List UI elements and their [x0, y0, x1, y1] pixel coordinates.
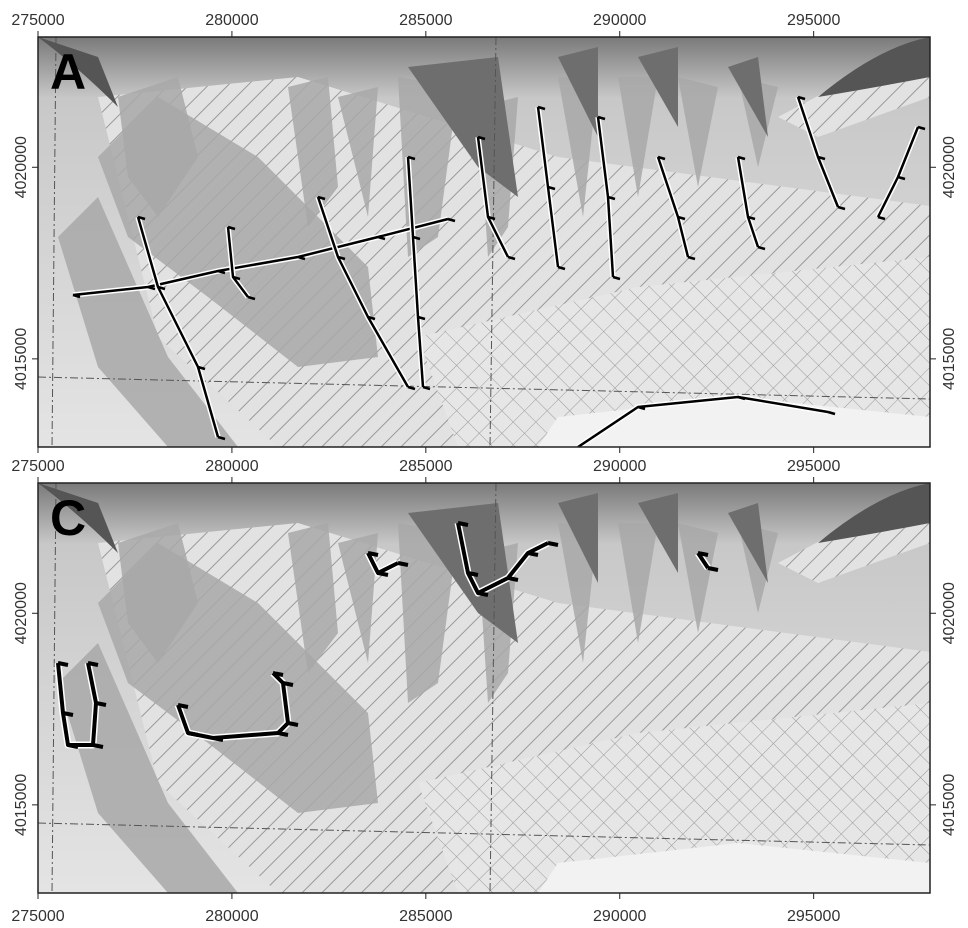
y-tick-label: 4015000 — [13, 774, 30, 836]
fault-tick — [213, 738, 223, 740]
fault-tick — [368, 553, 378, 555]
fault-tick — [508, 578, 518, 580]
map-content — [38, 37, 938, 449]
y-tick-label: 4020000 — [13, 136, 30, 198]
fault-tick — [468, 573, 478, 575]
map-panel: C 275000 275000 280000 280000 285000 285000 290… — [11, 458, 958, 925]
map-content — [38, 483, 938, 893]
fault-tick — [188, 733, 198, 735]
y-tick-label: 4015000 — [13, 328, 30, 390]
fault-tick — [178, 705, 188, 707]
fault-tick — [273, 673, 283, 675]
fault-tick — [63, 713, 73, 715]
y-tick-label: 4015000 — [941, 328, 958, 390]
fault-tick — [93, 745, 103, 747]
fault-tick — [68, 745, 78, 747]
x-tick-label: 285000 — [399, 458, 452, 475]
fault-tick — [283, 683, 293, 685]
x-tick-label: 280000 — [205, 12, 258, 29]
x-tick-label: 280000 — [205, 908, 258, 925]
fault-tick — [698, 553, 708, 555]
fault-tick — [278, 733, 288, 735]
fault-tick — [288, 723, 298, 725]
x-tick-label: 295000 — [787, 458, 840, 475]
y-tick-label: 4020000 — [941, 136, 958, 198]
fault-tick — [458, 523, 468, 525]
x-tick-label: 280000 — [205, 458, 258, 475]
y-tick-label: 4020000 — [941, 582, 958, 644]
fault-tick — [478, 593, 488, 595]
x-tick-label: 290000 — [593, 458, 646, 475]
fault-tick — [96, 703, 106, 705]
x-tick-label: 275000 — [11, 458, 64, 475]
x-tick-label: 275000 — [11, 908, 64, 925]
map-panel: A 275000 280000 285000 290000 295000 4015000 40… — [11, 12, 958, 453]
x-tick-label: 285000 — [399, 908, 452, 925]
y-tick-label: 4020000 — [13, 582, 30, 644]
fault-tick — [378, 573, 388, 575]
x-tick-label: 290000 — [593, 12, 646, 29]
panel-label: A — [50, 44, 86, 100]
y-tick-label: 4015000 — [941, 774, 958, 836]
x-tick-label: 295000 — [787, 12, 840, 29]
fault-tick — [398, 563, 408, 565]
x-tick-label: 295000 — [787, 908, 840, 925]
x-tick-label: 275000 — [11, 12, 64, 29]
x-tick-label: 285000 — [399, 12, 452, 29]
fault-tick — [58, 663, 68, 665]
panel-label: C — [50, 490, 86, 546]
figure: A 275000 280000 285000 290000 295000 4015000 40… — [0, 0, 968, 928]
fault-tick — [88, 663, 98, 665]
fault-tick — [528, 553, 538, 555]
fault-tick — [548, 543, 558, 545]
x-tick-label: 290000 — [593, 908, 646, 925]
fault-tick — [708, 568, 718, 570]
